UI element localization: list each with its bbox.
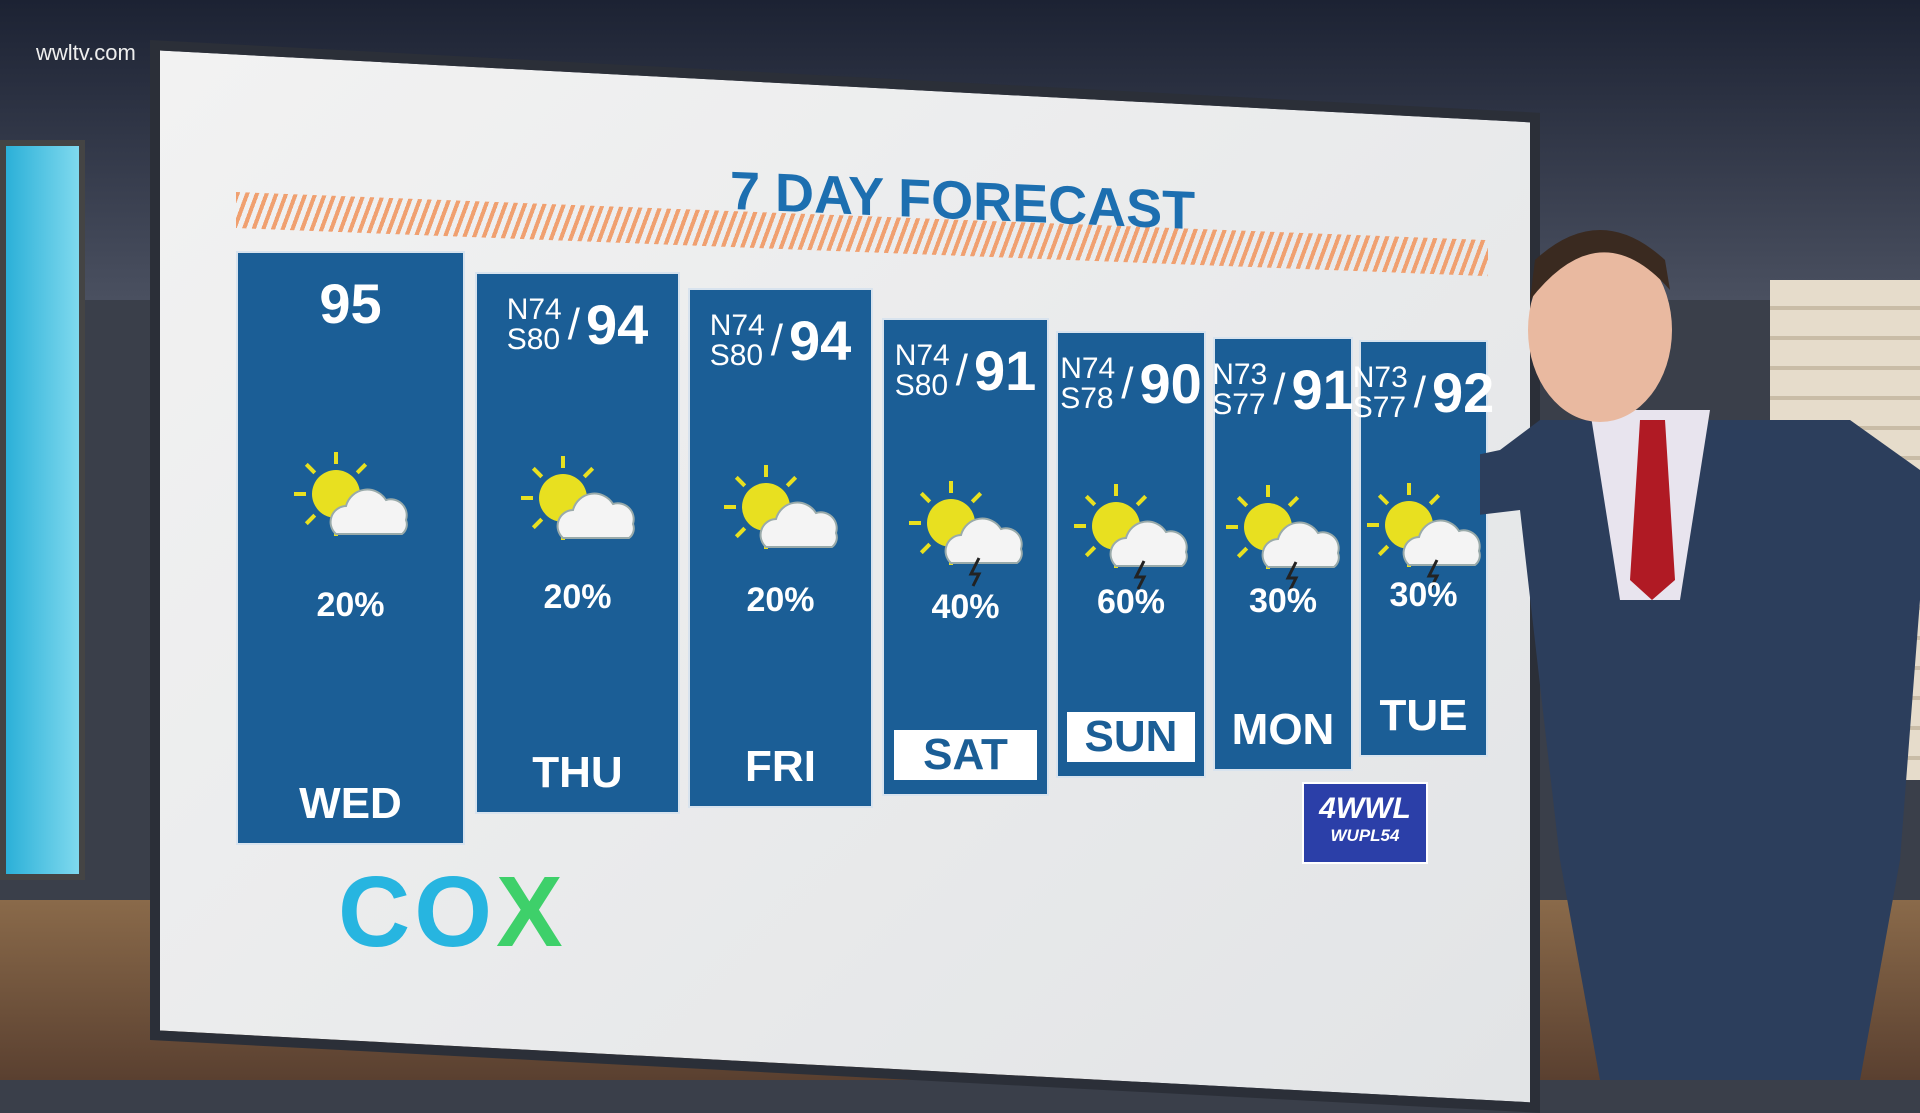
day-label: SAT [893,730,1038,780]
north-south-lows: N74 S78 [1060,351,1116,415]
high-temp: 91 [973,339,1037,402]
temperatures: 95 [238,271,463,336]
day-panel-fri: N74 S80/94 20% FRI [688,288,873,808]
high-temp: 91 [1291,358,1354,421]
temp-separator: / [770,315,783,365]
north-south-lows: N74 S80 [709,308,765,372]
north-south-lows: N74 S80 [506,292,562,356]
station-logo-sub: WUPL54 [1330,826,1400,845]
cox-logo-text: CO [338,856,496,968]
rain-chance: 30% [1389,575,1458,614]
temperatures: N73 S77/91 [1212,357,1354,422]
temperatures: N74 S80/94 [477,292,678,357]
day-panel-sat: N74 S80/91 40% SAT [882,318,1049,796]
partly-cloudy-icon [293,452,408,537]
north-south-lows: N74 S80 [894,338,950,402]
presenter-face [1528,238,1672,422]
north-south-lows: N73 S77 [1352,360,1408,424]
high-temp: 94 [585,293,649,356]
high-temp: 92 [1432,361,1495,424]
station-logo-main: 4WWL [1319,792,1411,825]
sun-thunderstorm-icon [1074,483,1188,590]
temp-separator: / [1273,364,1286,414]
day-panel-wed: 95 20% WED [236,251,465,845]
day-label: THU [532,748,623,797]
presenter-hair [1530,230,1670,300]
day-panel-thu: N74 S80/94 20% THU [475,272,680,814]
rain-chance: 20% [543,577,612,616]
rain-chance: 20% [746,581,815,620]
south-low: S78 [1060,381,1114,415]
temp-separator: / [955,345,968,395]
sun-thunderstorm-icon [1366,482,1481,589]
day-panel-tue: N73 S77/92 30% TUE [1353,340,1495,757]
day-label: WED [299,779,402,828]
sun-thunderstorm-icon [1226,485,1340,591]
rain-chance: 60% [1096,583,1166,622]
temp-separator: / [1121,358,1134,408]
presenter-tie [1630,420,1675,600]
north-low: N74 [506,292,562,326]
partly-cloudy-icon [723,464,838,549]
day-label: FRI [745,742,816,791]
high-temp: 94 [788,309,852,372]
north-low: N74 [1060,351,1116,385]
temperatures: N73 S77/92 [1353,360,1495,425]
station-logo: 4WWL WUPL54 [1302,782,1428,864]
watermark: wwltv.com [36,40,136,65]
south-low: S80 [894,368,949,402]
day-panel-sun: N74 S78/90 60% SUN [1056,331,1206,778]
cox-logo-x: X [496,856,567,968]
day-label: MON [1231,705,1335,754]
north-low: N74 [894,338,950,372]
north-low: N73 [1212,357,1268,391]
south-low: S80 [506,322,561,356]
north-low: N73 [1352,360,1408,394]
presenter-suit [1480,420,1920,1080]
day-label: TUE [1379,691,1468,740]
south-low: S77 [1352,390,1407,424]
south-low: S77 [1212,387,1266,421]
high-temp: 90 [1139,352,1202,415]
rain-chance: 40% [931,587,1000,626]
cox-logo: COX [338,855,567,970]
north-low: N74 [709,308,765,342]
partly-cloudy-icon [520,455,635,540]
temperatures: N74 S80/94 [690,308,871,373]
rain-chance: 20% [316,585,385,624]
north-south-lows: N73 S77 [1212,357,1268,421]
sun-thunderstorm-icon [908,480,1023,587]
temperatures: N74 S78/90 [1058,351,1204,416]
presenter [1480,230,1920,1080]
temp-separator: / [567,299,580,349]
rain-chance: 30% [1248,582,1318,621]
temperatures: N74 S80/91 [884,338,1047,403]
south-low: S80 [709,338,764,372]
temp-separator: / [1413,367,1426,417]
day-label: SUN [1066,712,1196,762]
side-screen [0,140,85,880]
high-temp: 95 [319,272,382,335]
day-panel-mon: N73 S77/91 30% MON [1212,337,1354,771]
